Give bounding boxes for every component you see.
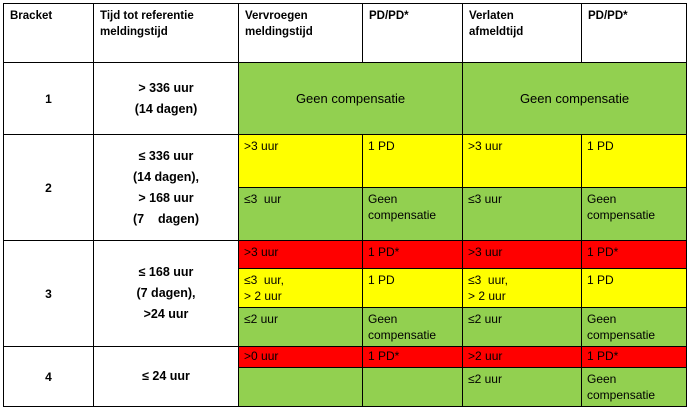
pd1-cell: 1 PD — [362, 134, 463, 188]
verlaten-cell: >2 uur — [462, 346, 582, 368]
pd1-cell — [362, 367, 463, 407]
pd1-cell: 1 PD* — [362, 346, 463, 368]
verlaten-cell: >3 uur — [462, 240, 582, 269]
header-vervroegen: Vervroegen meldingstijd — [238, 3, 363, 63]
vervroegen-cell: >0 uur — [238, 346, 363, 368]
bracket-4-row-b: ≤2 uur Geen compensatie — [4, 367, 687, 407]
pd2-cell: 1 PD — [581, 134, 687, 188]
bracket-label: 3 — [3, 240, 94, 347]
bracket-1-row: 1 > 336 uur (14 dagen) Geen compensatie G… — [3, 62, 687, 135]
header-row: Bracket Tijd tot referentie meldingstijd … — [3, 3, 687, 63]
bracket-3-row-a: 3 ≤ 168 uur (7 dagen), >24 uur >3 uur 1 PD… — [3, 240, 687, 347]
bracket-4-row-a: 4 ≤ 24 uur >0 uur 1 PD* >2 uur 1 PD* — [3, 346, 687, 407]
header-verlaten: Verlaten afmeldtijd — [462, 3, 582, 63]
vervroegen-cell: >3 uur — [238, 240, 363, 269]
header-tijd: Tijd tot referentie meldingstijd — [93, 3, 239, 63]
header-pd2: PD/PD* — [581, 3, 687, 63]
compensation-table: Bracket Tijd tot referentie meldingstijd … — [3, 3, 687, 407]
verlaten-cell: >3 uur — [462, 134, 582, 188]
bracket-tijd: > 336 uur (14 dagen) — [93, 62, 239, 135]
pd2-cell: 1 PD* — [581, 346, 687, 368]
bracket-3-row-c: ≤2 uur Geen compensatie ≤2 uur Geen compen… — [4, 307, 687, 347]
pd2-cell: 1 PD* — [581, 240, 687, 269]
bracket-label: 1 — [3, 62, 94, 135]
vervroegen-cell: ≤2 uur — [238, 307, 363, 347]
bracket-2-row-b: ≤3 uur Geen compensatie ≤3 uur Geen compen… — [4, 187, 687, 241]
bracket-tijd: ≤ 336 uur (14 dagen), > 168 uur (7 dagen) — [93, 134, 239, 241]
vervroegen-cell: >3 uur — [238, 134, 363, 188]
header-bracket: Bracket — [3, 3, 94, 63]
pd1-cell: Geen compensatie — [362, 187, 463, 241]
verlaten-geen-compensatie: Geen compensatie — [462, 62, 687, 135]
vervroegen-cell: ≤3 uur, > 2 uur — [238, 268, 363, 308]
verlaten-cell: ≤2 uur — [462, 307, 582, 347]
bracket-tijd: ≤ 168 uur (7 dagen), >24 uur — [93, 240, 239, 347]
verlaten-cell: ≤3 uur — [462, 187, 582, 241]
bracket-tijd: ≤ 24 uur — [93, 346, 239, 407]
pd2-cell: Geen compensatie — [581, 307, 687, 347]
pd2-cell: Geen compensatie — [581, 367, 687, 407]
bracket-label: 4 — [3, 346, 94, 407]
pd1-cell: 1 PD* — [362, 240, 463, 269]
pd1-cell: Geen compensatie — [362, 307, 463, 347]
bracket-3-row-b: ≤3 uur, > 2 uur 1 PD ≤3 uur, > 2 uur 1 PD — [4, 268, 687, 308]
vervroegen-cell: ≤3 uur — [238, 187, 363, 241]
pd2-cell: 1 PD — [581, 268, 687, 308]
pd1-cell: 1 PD — [362, 268, 463, 308]
bracket-2-row-a: 2 ≤ 336 uur (14 dagen), > 168 uur (7 dagen)… — [3, 134, 687, 241]
vervroegen-cell — [238, 367, 363, 407]
header-pd1: PD/PD* — [362, 3, 463, 63]
verlaten-cell: ≤2 uur — [462, 367, 582, 407]
bracket-label: 2 — [3, 134, 94, 241]
verlaten-cell: ≤3 uur, > 2 uur — [462, 268, 582, 308]
vervroegen-geen-compensatie: Geen compensatie — [238, 62, 463, 135]
pd2-cell: Geen compensatie — [581, 187, 687, 241]
